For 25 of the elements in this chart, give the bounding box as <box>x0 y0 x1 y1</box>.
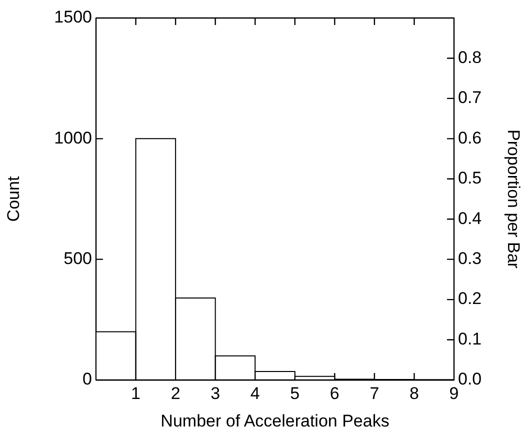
y2-tick-label: 0.1 <box>458 329 482 348</box>
y2-tick-label: 0.8 <box>458 48 482 67</box>
y2-tick-label: 0.2 <box>458 289 482 308</box>
y-tick-label: 1500 <box>54 8 92 27</box>
x-tick-label: 4 <box>250 384 260 403</box>
y2-tick-label: 0.6 <box>458 128 482 148</box>
x-tick-label: 2 <box>170 384 180 403</box>
y2-tick-label: 0.4 <box>458 208 482 228</box>
x-tick-label: 8 <box>409 384 419 403</box>
x-tick-label: 9 <box>449 384 459 403</box>
y-tick-label: 1000 <box>54 128 92 148</box>
x-tick-label: 5 <box>290 384 300 403</box>
y2-tick-label: 0.3 <box>458 249 482 268</box>
y2-axis-title: Proportion per Bar <box>504 130 524 269</box>
y2-tick-label: 0.7 <box>458 88 482 108</box>
y-tick-label: 0 <box>82 370 92 389</box>
y-tick-label: 500 <box>64 249 92 268</box>
y-axis-title: Count <box>4 176 23 222</box>
x-axis-title: Number of Acceleration Peaks <box>160 411 390 430</box>
x-tick-label: 1 <box>131 384 141 403</box>
x-tick-label: 6 <box>330 384 340 403</box>
x-tick-label: 7 <box>370 384 380 403</box>
y2-tick-label: 0.5 <box>458 168 482 188</box>
y2-tick-label: 0.0 <box>458 370 482 389</box>
x-tick-label: 3 <box>210 384 220 403</box>
